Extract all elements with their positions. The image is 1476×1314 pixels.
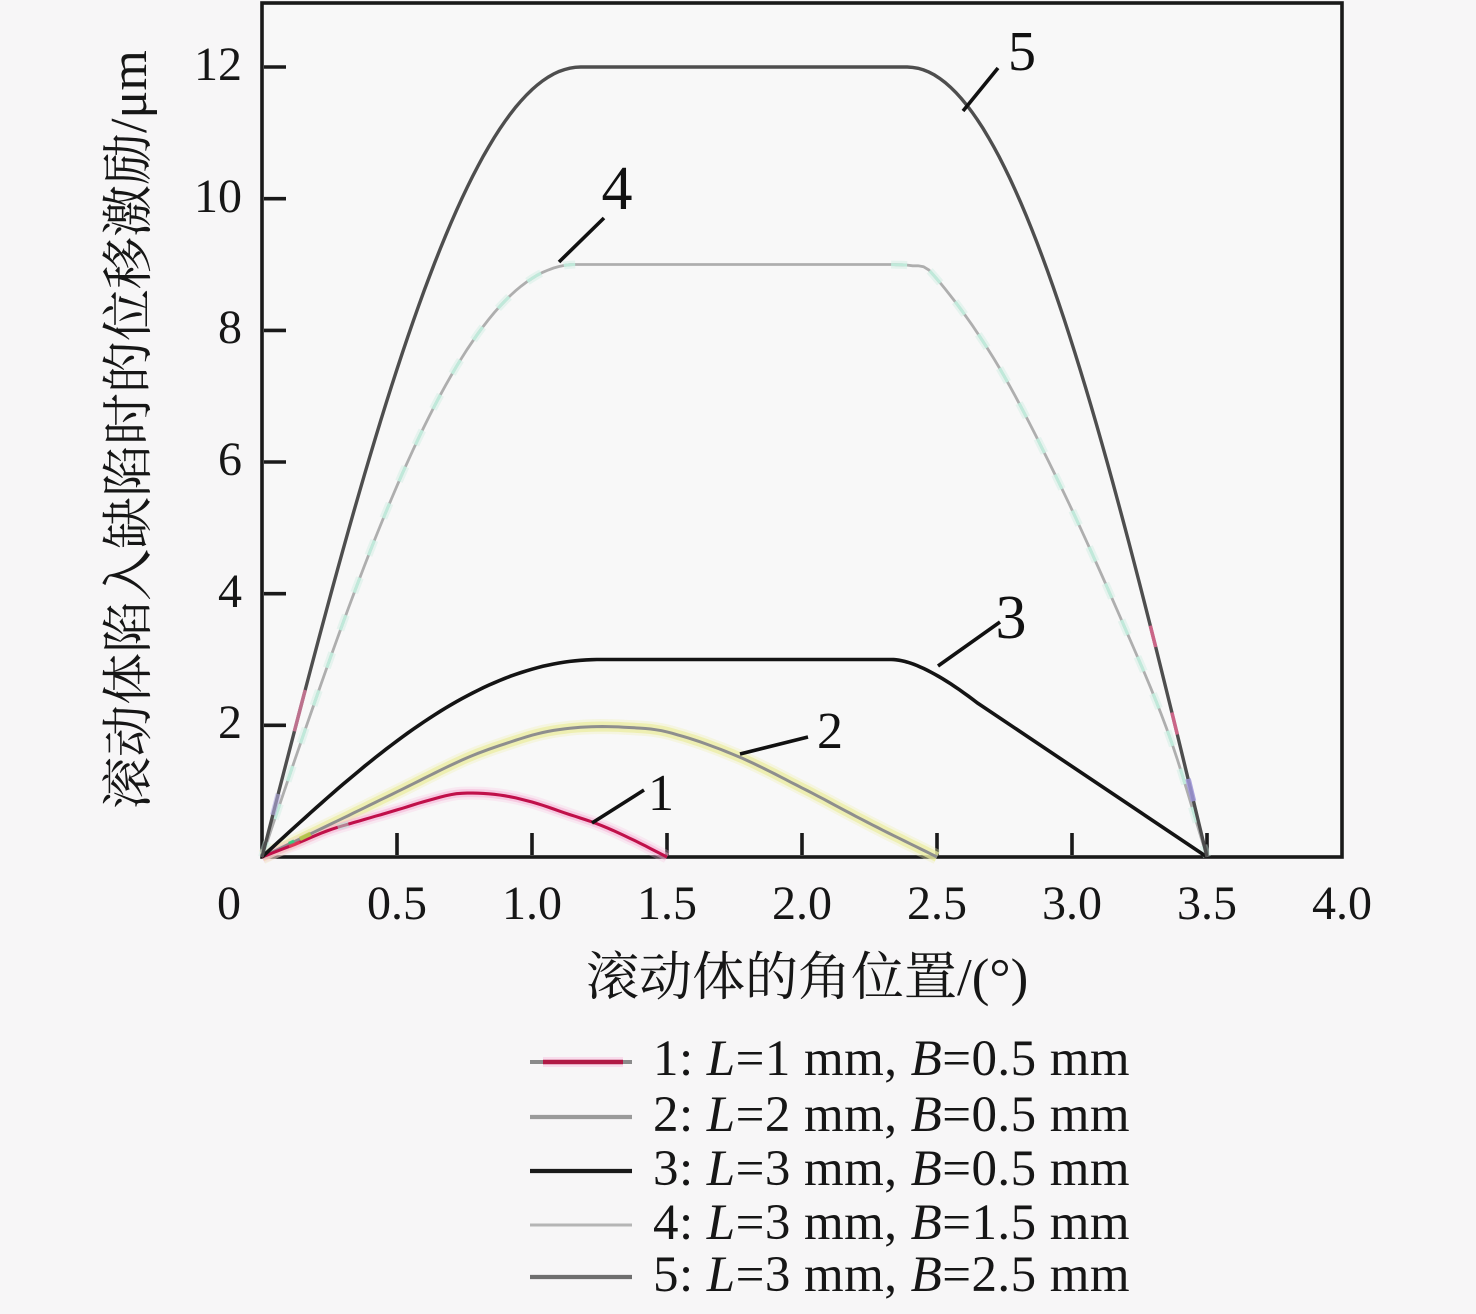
svg-text:1.0: 1.0 bbox=[502, 877, 562, 930]
svg-text:8: 8 bbox=[218, 301, 242, 354]
svg-text:1: 1 bbox=[648, 765, 674, 822]
svg-text:3.5: 3.5 bbox=[1177, 877, 1237, 930]
svg-text:1.5: 1.5 bbox=[637, 877, 697, 930]
svg-text:2: L=2 mm, B=0.5 mm: 2: L=2 mm, B=0.5 mm bbox=[653, 1087, 1130, 1143]
svg-text:4: 4 bbox=[218, 565, 242, 618]
svg-text:2.5: 2.5 bbox=[907, 877, 967, 930]
svg-text:5: 5 bbox=[1008, 21, 1036, 83]
svg-text:0.5: 0.5 bbox=[367, 877, 427, 930]
svg-text:6: 6 bbox=[218, 433, 242, 486]
svg-text:2: 2 bbox=[817, 703, 843, 760]
svg-text:2: 2 bbox=[218, 696, 242, 749]
svg-text:0: 0 bbox=[217, 877, 241, 930]
svg-text:3: L=3 mm, B=0.5 mm: 3: L=3 mm, B=0.5 mm bbox=[653, 1141, 1130, 1197]
svg-text:3.0: 3.0 bbox=[1042, 877, 1102, 930]
svg-text:2.0: 2.0 bbox=[772, 877, 832, 930]
svg-text:10: 10 bbox=[194, 170, 242, 223]
svg-text:3: 3 bbox=[996, 584, 1027, 652]
svg-text:4: L=3 mm, B=1.5 mm: 4: L=3 mm, B=1.5 mm bbox=[653, 1195, 1130, 1251]
svg-text:12: 12 bbox=[194, 38, 242, 91]
svg-text:4.0: 4.0 bbox=[1312, 877, 1372, 930]
svg-text:/μm: /μm bbox=[101, 50, 158, 133]
svg-text:5: L=3 mm, B=2.5 mm: 5: L=3 mm, B=2.5 mm bbox=[653, 1247, 1130, 1303]
svg-text:/(°): /(°) bbox=[957, 949, 1028, 1007]
svg-text:1: L=1 mm, B=0.5 mm: 1: L=1 mm, B=0.5 mm bbox=[653, 1031, 1130, 1087]
svg-text:4: 4 bbox=[602, 155, 633, 223]
